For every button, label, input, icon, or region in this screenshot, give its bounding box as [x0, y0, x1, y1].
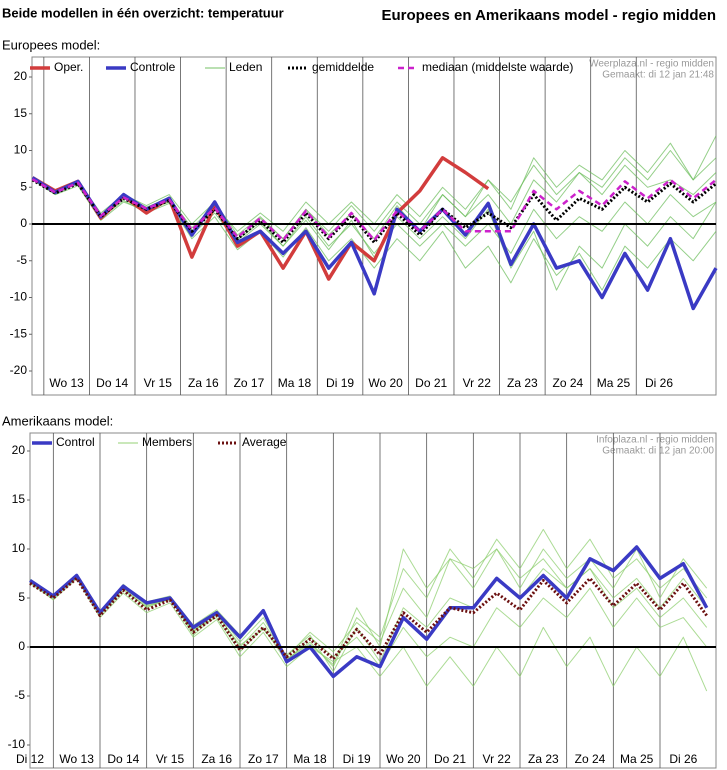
created: Gemaakt: di 12 jan 21:48	[602, 70, 714, 81]
legend-label: gemiddelde	[312, 60, 374, 74]
member-line	[29, 568, 708, 672]
x-tick-label: Zo 17	[234, 376, 265, 390]
series-line	[29, 576, 708, 661]
created: Gemaakt: di 12 jan 20:00	[602, 446, 714, 457]
y-tick-label: -15	[10, 326, 28, 340]
x-tick-label: Vr 15	[144, 376, 173, 390]
y-tick-label: -20	[10, 363, 28, 377]
x-tick-label: Do 14	[96, 376, 128, 390]
legend-label: Controle	[130, 60, 176, 74]
member-line	[29, 576, 708, 668]
x-tick-label: Di 12	[16, 752, 44, 766]
y-tick-label: 10	[12, 541, 26, 555]
y-tick-label: 5	[20, 179, 27, 193]
y-tick-label: -5	[14, 688, 25, 702]
series-line	[31, 178, 717, 242]
x-tick-label: Za 16	[188, 376, 219, 390]
x-tick-label: Vr 15	[156, 752, 185, 766]
y-tick-label: -10	[8, 737, 26, 751]
legend-label: Members	[142, 435, 192, 449]
y-tick-label: 0	[20, 216, 27, 230]
legend-label: Control	[56, 435, 95, 449]
x-tick-label: Wo 20	[368, 376, 403, 390]
page-title: Beide modellen in één overzicht: tempera…	[2, 5, 284, 20]
x-tick-label: Zo 24	[553, 376, 584, 390]
y-tick-label: 15	[12, 492, 26, 506]
x-tick-label: Vr 22	[463, 376, 492, 390]
y-tick-label: 10	[14, 143, 28, 157]
x-tick-label: Ma 18	[278, 376, 312, 390]
y-tick-label: 20	[14, 69, 28, 83]
legend-label: Oper.	[54, 60, 83, 74]
x-tick-label: Ma 25	[597, 376, 631, 390]
x-tick-label: Wo 20	[386, 752, 421, 766]
chart-title: Amerikaans model:	[2, 413, 113, 428]
y-tick-label: 15	[14, 106, 28, 120]
x-tick-label: Vr 22	[483, 752, 512, 766]
y-tick-label: -10	[10, 290, 28, 304]
legend-label: Leden	[229, 60, 262, 74]
page-subtitle: Europees en Amerikaans model - regio mid…	[381, 7, 716, 24]
member-line	[32, 164, 717, 240]
legend-label: Average	[242, 435, 287, 449]
source: Infoplaza.nl - regio midden	[596, 435, 714, 446]
x-tick-label: Di 19	[326, 376, 354, 390]
x-tick-label: Ma 25	[620, 752, 654, 766]
y-tick-label: -5	[16, 253, 27, 267]
x-tick-label: Za 23	[528, 752, 559, 766]
x-tick-label: Zo 17	[248, 752, 279, 766]
y-tick-label: 5	[18, 590, 25, 604]
x-tick-label: Wo 13	[59, 752, 94, 766]
x-tick-label: Di 26	[645, 376, 673, 390]
x-tick-label: Di 26	[669, 752, 697, 766]
x-tick-label: Do 21	[434, 752, 466, 766]
x-tick-label: Do 21	[415, 376, 447, 390]
legend-label: mediaan (middelste waarde)	[422, 60, 573, 74]
series-line	[29, 545, 709, 679]
y-tick-label: 0	[18, 639, 25, 653]
x-tick-label: Zo 24	[575, 752, 606, 766]
x-tick-label: Za 23	[507, 376, 538, 390]
plot-frame	[31, 56, 717, 396]
x-tick-label: Ma 18	[293, 752, 327, 766]
x-tick-label: Za 16	[201, 752, 232, 766]
y-tick-label: 20	[12, 443, 26, 457]
x-tick-label: Do 14	[107, 752, 139, 766]
x-tick-label: Di 19	[343, 752, 371, 766]
x-tick-label: Wo 13	[49, 376, 84, 390]
chart-title: Europees model:	[2, 37, 100, 52]
source: Weerplaza.nl - regio midden	[589, 59, 714, 70]
